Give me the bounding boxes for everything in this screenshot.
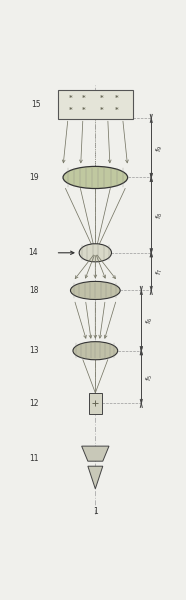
FancyBboxPatch shape	[58, 90, 133, 119]
Polygon shape	[88, 466, 103, 489]
Text: 11: 11	[30, 454, 39, 463]
Text: *: *	[82, 95, 86, 101]
Ellipse shape	[70, 281, 120, 299]
Text: 15: 15	[31, 100, 41, 109]
Text: *: *	[69, 107, 72, 113]
Text: 12: 12	[30, 399, 39, 408]
Ellipse shape	[63, 166, 128, 188]
Text: $f_5$: $f_5$	[144, 373, 155, 380]
Polygon shape	[82, 446, 109, 461]
Text: $f_6$: $f_6$	[144, 317, 155, 324]
Ellipse shape	[79, 244, 111, 262]
Text: *: *	[82, 107, 86, 113]
Bar	[89, 393, 102, 414]
Ellipse shape	[73, 341, 118, 360]
Text: *: *	[115, 107, 118, 113]
Text: $f_9$: $f_9$	[154, 145, 165, 152]
Text: 13: 13	[30, 346, 39, 355]
Text: 1: 1	[93, 507, 98, 516]
Text: $f_7$: $f_7$	[154, 268, 165, 275]
Text: $f_8$: $f_8$	[154, 211, 165, 219]
Text: *: *	[69, 95, 72, 101]
Text: *: *	[100, 95, 103, 101]
Text: *: *	[100, 107, 103, 113]
Text: 19: 19	[30, 173, 39, 182]
Text: 14: 14	[28, 248, 38, 257]
Text: *: *	[115, 95, 118, 101]
Text: 18: 18	[30, 286, 39, 295]
